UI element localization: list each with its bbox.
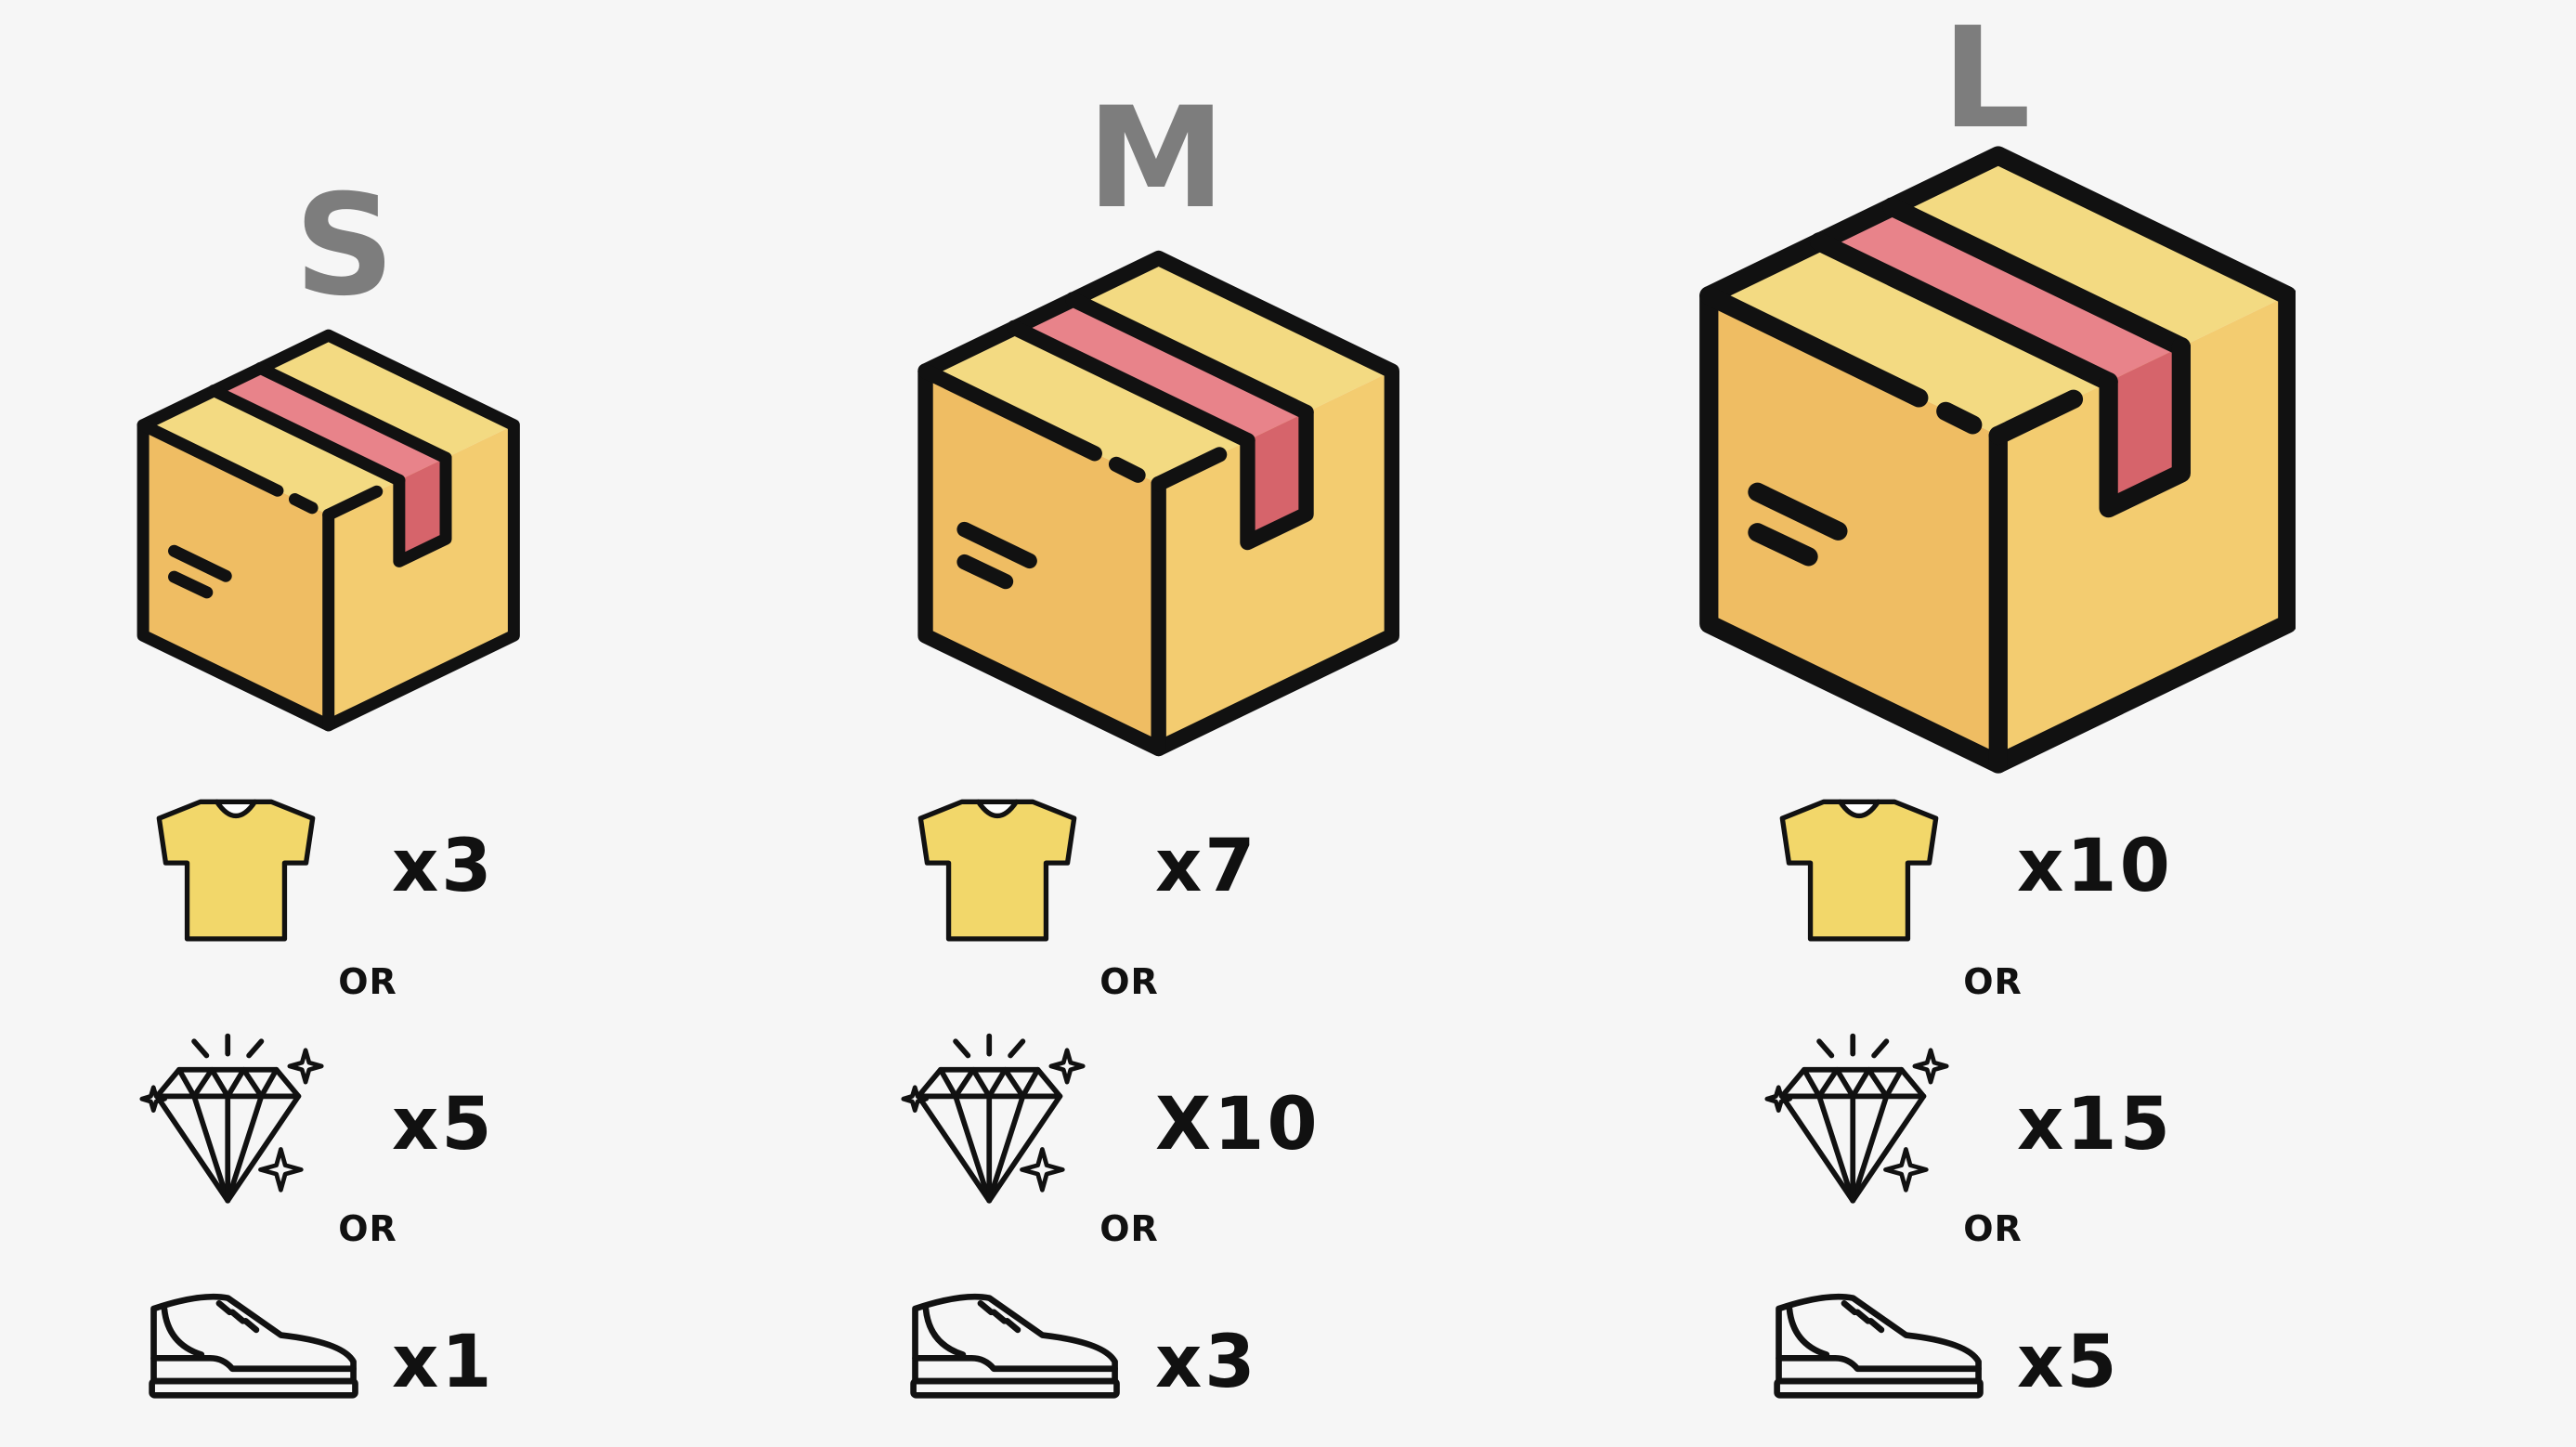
quantity-shirt-s: x3 [392, 825, 495, 908]
shoe-icon [908, 1291, 1124, 1401]
quantity-diamond-l: x15 [2017, 1083, 2173, 1167]
t-shirt-icon [1776, 797, 1943, 945]
or-separator: OR [338, 961, 397, 1002]
size-label-s: S [293, 165, 397, 327]
diamond-icon [1764, 1031, 1950, 1211]
t-shirt-icon [152, 797, 319, 945]
quantity-shoe-l: x5 [2017, 1321, 2120, 1404]
quantity-diamond-s: x5 [392, 1083, 495, 1167]
or-separator: OR [1963, 1208, 2023, 1249]
or-separator: OR [338, 1208, 397, 1249]
quantity-shirt-l: x10 [2017, 825, 2173, 908]
diamond-icon [901, 1031, 1086, 1211]
shoe-icon [1772, 1291, 1987, 1401]
t-shirt-icon [914, 797, 1081, 945]
quantity-diamond-m: X10 [1155, 1083, 1321, 1167]
shoe-icon [147, 1291, 362, 1401]
box-medium [908, 245, 1400, 762]
box-small [130, 325, 520, 736]
size-label-m: M [1086, 78, 1228, 240]
or-separator: OR [1099, 1208, 1159, 1249]
or-separator: OR [1963, 961, 2023, 1002]
quantity-shoe-m: x3 [1155, 1321, 1258, 1404]
diamond-icon [139, 1031, 325, 1211]
quantity-shoe-s: x1 [392, 1321, 495, 1404]
or-separator: OR [1099, 961, 1159, 1002]
quantity-shirt-m: x7 [1155, 825, 1258, 908]
box-large [1690, 139, 2296, 780]
size-label-l: L [1942, 0, 2033, 160]
